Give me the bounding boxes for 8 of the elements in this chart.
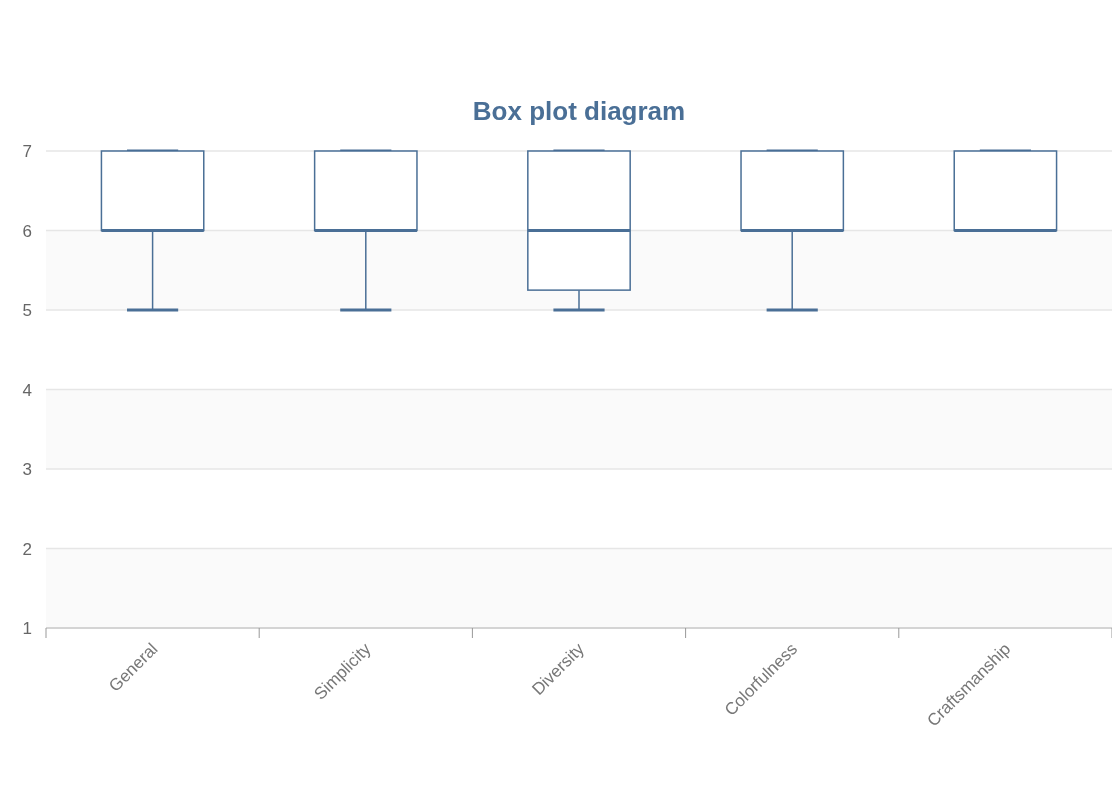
y-tick-label: 7	[22, 142, 32, 161]
y-tick-label: 4	[22, 380, 32, 400]
y-tick-label: 5	[22, 301, 32, 320]
y-tick-label: 2	[22, 539, 32, 559]
chart-title: Box plot diagram	[472, 96, 686, 126]
y-tick-label: 1	[22, 619, 32, 638]
y-tick-label: 6	[22, 221, 32, 241]
y-tick-label: 3	[22, 460, 32, 479]
